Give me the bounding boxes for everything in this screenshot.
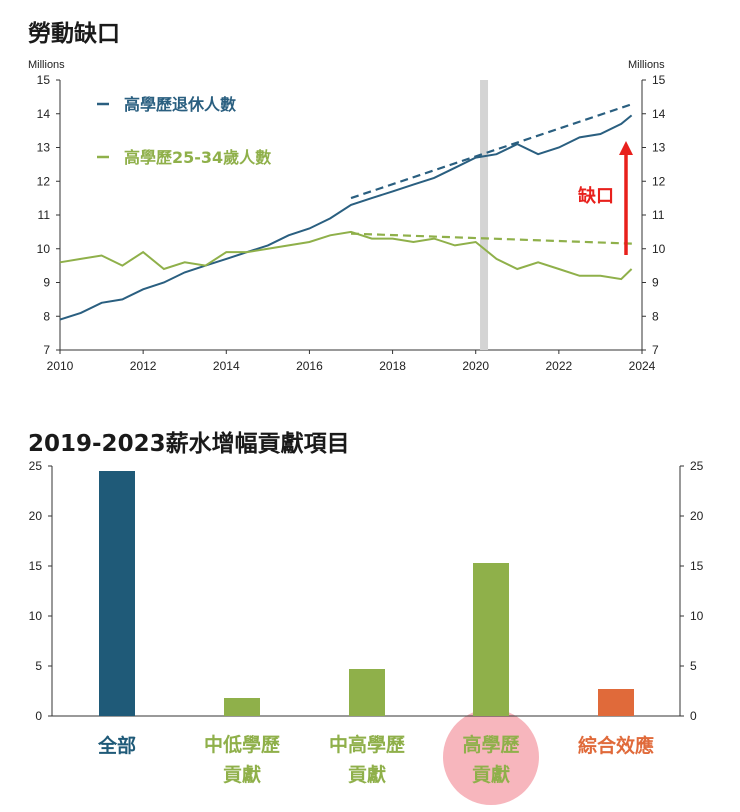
chart1-xtick-label: 2012 (130, 359, 157, 373)
category-label: 高學歷 (462, 733, 519, 756)
chart1-xtick-label: 2010 (47, 359, 74, 373)
bar-0 (99, 471, 135, 716)
chart2-ytick-label: 15 (29, 559, 43, 573)
chart1-right-unit: Millions (628, 59, 665, 71)
chart2-ytick-label: 5 (35, 659, 42, 673)
chart1-xtick-label: 2016 (296, 359, 323, 373)
gap-arrow-head (619, 141, 633, 155)
chart1-ytick-label: 7 (43, 343, 50, 357)
chart1-xtick-label: 2020 (462, 359, 489, 373)
legend-retire-label: 高學歷退休人數 (124, 95, 236, 114)
chart2-ytick-label-right: 25 (690, 459, 704, 473)
category-label: 中高學歷 (329, 733, 405, 756)
chart1-ytick-label-right: 11 (652, 208, 665, 222)
category-label: 貢獻 (472, 763, 510, 786)
chart1-ytick-label: 9 (43, 276, 50, 290)
chart2-ytick-label: 25 (29, 459, 43, 473)
chart1-ytick-label: 15 (37, 73, 51, 87)
chart1-ytick-label: 8 (43, 309, 50, 323)
bar-4 (598, 689, 634, 716)
chart2-ytick-label: 0 (35, 709, 42, 723)
chart1-trend-line (350, 232, 634, 245)
chart1-ytick-label: 10 (37, 242, 51, 256)
chart2-ytick-label-right: 15 (690, 559, 704, 573)
chart1-ytick-label-right: 10 (652, 242, 666, 256)
chart1-ytick-label-right: 9 (652, 276, 659, 290)
gap-label: 缺口 (577, 185, 614, 207)
chart1-ytick-label: 11 (38, 208, 51, 222)
chart1-title: 勞動缺口 (28, 21, 120, 47)
bar-3 (473, 563, 509, 716)
chart1-ytick-label: 13 (37, 141, 51, 155)
chart1-shaded-band (480, 80, 489, 350)
chart1-series-line (59, 114, 633, 321)
category-label: 綜合效應 (578, 734, 654, 757)
chart1-xtick-label: 2022 (546, 359, 573, 373)
chart1-ytick-label-right: 14 (652, 107, 666, 121)
chart1-ytick-label: 12 (37, 174, 51, 188)
chart1-xtick-label: 2018 (379, 359, 406, 373)
chart1-ytick-label-right: 15 (652, 73, 666, 87)
chart1-xtick-label: 2014 (213, 359, 240, 373)
chart1-xtick-label: 2024 (629, 359, 656, 373)
category-label: 全部 (97, 734, 136, 757)
chart1-series-line (59, 230, 633, 281)
highlight-circle (443, 709, 539, 805)
chart1-trend-line (350, 102, 635, 200)
chart2-ytick-label: 20 (29, 509, 43, 523)
category-label: 貢獻 (348, 763, 386, 786)
chart2-ytick-label-right: 20 (690, 509, 704, 523)
chart1-ytick-label-right: 8 (652, 309, 659, 323)
chart2-ytick-label-right: 5 (690, 659, 697, 673)
chart1-ytick-label-right: 7 (652, 343, 659, 357)
chart2-ytick-label-right: 0 (690, 709, 697, 723)
chart1-left-unit: Millions (28, 59, 65, 71)
chart2-ytick-label-right: 10 (690, 609, 704, 623)
chart2-title: 2019-2023薪水增幅貢獻項目 (28, 431, 350, 457)
category-label: 中低學歷 (204, 733, 280, 756)
chart1: Millions Millions 7 7 8 8 9 9 10 10 11 11 12 12 13 13… (28, 59, 666, 373)
category-label: 貢獻 (223, 763, 261, 786)
bar-2 (349, 669, 385, 716)
chart1-ytick-label-right: 13 (652, 141, 666, 155)
chart2-ytick-label: 10 (29, 609, 43, 623)
chart1-ytick-label-right: 12 (652, 174, 666, 188)
legend-young-label: 高學歷25-34歲人數 (124, 148, 271, 167)
chart1-ytick-label: 14 (37, 107, 51, 121)
bar-1 (224, 698, 260, 716)
